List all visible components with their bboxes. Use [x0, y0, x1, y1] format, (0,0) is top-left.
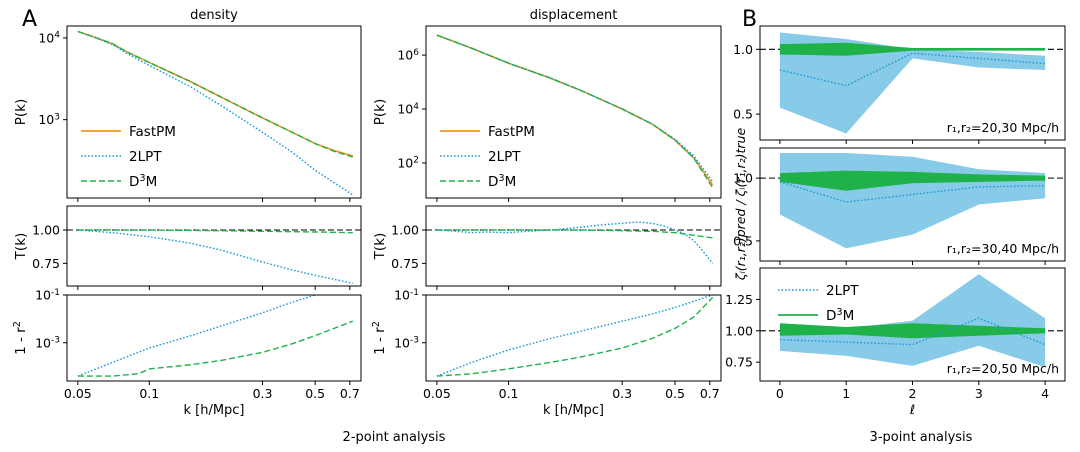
- y-tick-label: 10-1: [35, 288, 60, 303]
- series-fastpm-1: [436, 34, 714, 186]
- y-tick-label: 10-3: [35, 335, 60, 350]
- series-d3m-3: [436, 229, 713, 239]
- band-layer: [779, 32, 1046, 368]
- y-tick-label: 10-3: [394, 335, 419, 350]
- x-tick-label: 0.7: [340, 386, 360, 401]
- series-2lpt-0: [77, 30, 354, 196]
- y-tick-label: 1.00: [725, 323, 753, 338]
- x-tick-label: 0.1: [139, 386, 159, 401]
- x-tick-label: 0.05: [64, 386, 92, 401]
- text-layer: 103104densityP(k)FastPM2LPTD3M102104106d…: [12, 8, 1059, 418]
- band-2lpt-7: [779, 153, 1046, 249]
- panel-b-y-label: ζₗ(r₁,r₂)pred / ζₗ(r₁,r₂)true: [733, 128, 748, 282]
- x-tick-label: 1: [842, 386, 850, 401]
- axes-frame-3: [425, 205, 722, 287]
- y-tick-label: 1.25: [725, 292, 753, 307]
- y-tick-label: 1.00: [32, 223, 60, 238]
- axes-frame-4: [66, 294, 362, 382]
- panel-title: displacement: [530, 8, 618, 23]
- band-d3m-7: [779, 170, 1046, 191]
- y-axis-label: P(k): [372, 99, 388, 126]
- y-tick-label: 104: [38, 30, 60, 45]
- x-tick-label: 0.3: [612, 386, 632, 401]
- series-2lpt-5: [436, 295, 713, 377]
- series-2lpt-4: [77, 295, 316, 377]
- legend-label: FastPM: [129, 124, 176, 140]
- y-axis-label: P(k): [13, 99, 29, 126]
- series-2lpt-3: [436, 221, 714, 264]
- x-axis-label: k [h/Mpc]: [543, 403, 604, 418]
- legend-label: D3M: [826, 307, 854, 324]
- y-tick-label: 0.5: [733, 233, 753, 248]
- panel-title: density: [190, 8, 238, 23]
- legend-label: 2LPT: [129, 149, 162, 165]
- y-tick-label: 102: [397, 155, 419, 170]
- annotation: r₁,r₂=20,30 Mpc/h: [947, 120, 1059, 135]
- axes-frame-2: [66, 205, 362, 287]
- x-tick-label: 0.05: [423, 386, 451, 401]
- x-axis-label: k [h/Mpc]: [183, 403, 244, 418]
- y-axis-label: T(k): [13, 233, 29, 261]
- y-tick-label: 0.75: [391, 256, 419, 271]
- series-d3m-4: [77, 320, 354, 377]
- y-axis-label: 1 - r2: [12, 321, 29, 355]
- annotation: r₁,r₂=20,50 Mpc/h: [947, 361, 1059, 376]
- y-tick-label: 0.5: [733, 107, 753, 122]
- axes-frame-0: [66, 25, 362, 199]
- y-tick-label: 1.00: [391, 223, 419, 238]
- legend-label: D3M: [488, 173, 516, 190]
- x-tick-label: 3: [975, 386, 983, 401]
- x-tick-label: 0: [776, 386, 784, 401]
- caption-2-point: 2-point analysis: [343, 430, 446, 445]
- y-axis-label: 1 - r2: [371, 321, 388, 355]
- axes-frame-5: [425, 294, 722, 382]
- series-fastpm-0: [77, 30, 354, 157]
- legend-label: 2LPT: [488, 149, 521, 165]
- annotation: r₁,r₂=30,40 Mpc/h: [947, 241, 1059, 256]
- series-d3m-2: [77, 229, 353, 234]
- series-2lpt-1: [436, 34, 714, 183]
- series-d3m-0: [77, 30, 353, 158]
- y-tick-label: 1.0: [733, 42, 753, 57]
- band-2lpt-6: [779, 32, 1046, 134]
- y-tick-label: 104: [397, 102, 419, 117]
- x-axis-label: ℓ: [909, 403, 915, 418]
- legend-label: 2LPT: [826, 283, 859, 299]
- panel-b-label: B: [742, 7, 757, 32]
- y-tick-label: 0.75: [32, 256, 60, 271]
- y-axis-label: T(k): [372, 233, 388, 261]
- series-2lpt-8: [779, 317, 1046, 346]
- caption-3-point: 3-point analysis: [870, 430, 973, 445]
- series-d3m-5: [436, 296, 714, 377]
- series-d3m-1: [436, 34, 714, 189]
- x-tick-label: 0.5: [665, 386, 685, 401]
- y-tick-label: 106: [397, 48, 419, 63]
- x-tick-label: 2: [909, 386, 917, 401]
- axes-frame-1: [425, 25, 722, 199]
- axes-layer: [63, 25, 1066, 385]
- line-layer: [67, 30, 1065, 377]
- x-tick-label: 0.1: [499, 386, 519, 401]
- x-tick-label: 4: [1041, 386, 1049, 401]
- y-tick-label: 103: [38, 112, 60, 127]
- panel-a-label: A: [22, 7, 37, 32]
- legend-label: D3M: [129, 173, 157, 190]
- series-2lpt-2: [77, 229, 353, 284]
- y-tick-label: 1.0: [733, 171, 753, 186]
- x-tick-label: 0.7: [700, 386, 720, 401]
- x-tick-label: 0.3: [253, 386, 273, 401]
- legend-label: FastPM: [488, 124, 535, 140]
- x-tick-label: 0.5: [305, 386, 325, 401]
- series-2lpt-7: [779, 181, 1046, 203]
- y-tick-label: 0.75: [725, 355, 753, 370]
- band-2lpt-8: [779, 274, 1046, 368]
- y-tick-label: 10-1: [394, 288, 419, 303]
